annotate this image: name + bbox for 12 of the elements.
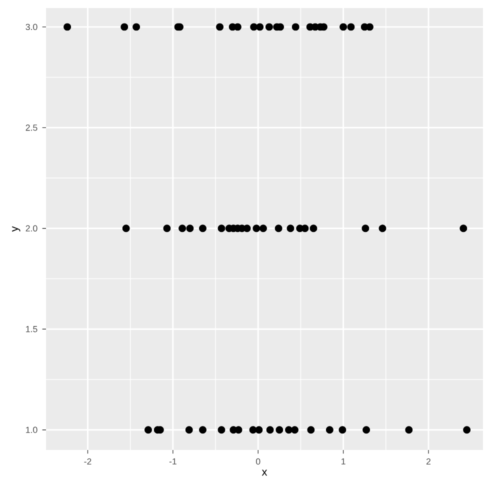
x-tick-label: 1 — [342, 458, 346, 464]
x-tick-label: 2 — [426, 458, 430, 465]
y-tick-label: 3.0 — [26, 24, 38, 30]
y-tick-label: 2.0 — [26, 225, 38, 232]
x-tick-label: -2 — [84, 458, 92, 465]
x-tick-label: 0 — [256, 458, 260, 465]
y-tick-label: 1.5 — [26, 326, 38, 332]
x-axis-title: x — [262, 470, 268, 476]
y-axis-title: y — [12, 226, 20, 232]
y-tick-label: 1.0 — [26, 426, 38, 433]
x-tick-label: -1 — [169, 458, 176, 464]
y-tick-label: 2.5 — [26, 124, 38, 131]
